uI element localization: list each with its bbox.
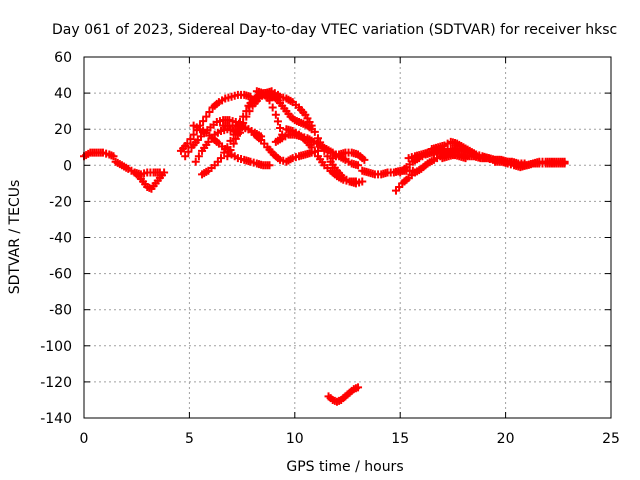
series-arc-17 (324, 383, 363, 406)
y-tick-label: -20 (49, 194, 72, 210)
data-point (313, 134, 322, 143)
data-point (229, 139, 238, 148)
series-arc-14 (276, 92, 367, 188)
data-point (307, 143, 316, 152)
data-point (242, 112, 251, 121)
data-point (199, 117, 208, 126)
data-point (184, 147, 193, 156)
data-point (235, 125, 244, 134)
data-point (310, 127, 319, 136)
data-point (271, 110, 280, 119)
data-point (276, 123, 285, 132)
y-tick-label: -140 (40, 411, 72, 427)
data-point (233, 130, 242, 139)
grid-lines (84, 57, 611, 418)
data-point (560, 157, 569, 166)
data-point (268, 103, 277, 112)
data-point (320, 146, 329, 155)
y-tick-label: 60 (54, 50, 72, 66)
plot-frame (83, 56, 612, 419)
data-point (109, 152, 118, 161)
data-point (245, 107, 254, 116)
data-point (217, 154, 226, 163)
data-point (318, 142, 327, 151)
y-tick-label: -60 (49, 267, 72, 283)
series-arc-15 (282, 125, 360, 186)
data-point (226, 145, 235, 154)
y-tick-label: 40 (54, 86, 72, 102)
x-tick-label: 10 (286, 431, 304, 447)
x-tick-label: 25 (602, 431, 620, 447)
series-arc-01 (80, 148, 118, 161)
series-arc-04 (176, 90, 255, 155)
y-tick-label: -40 (49, 231, 72, 247)
series-arc-16 (328, 148, 369, 164)
series-arc-12 (252, 87, 287, 139)
y-tick-label: -100 (40, 339, 72, 355)
data-point (239, 118, 248, 127)
data-point (265, 96, 274, 105)
data-point (186, 135, 195, 144)
series-arc-09 (219, 121, 322, 166)
data-point (205, 108, 214, 117)
series-arc-25 (491, 157, 569, 172)
x-tick-label: 15 (391, 431, 409, 447)
data-point (202, 112, 211, 121)
data-point (265, 161, 274, 170)
x-axis-label: GPS time / hours (286, 459, 403, 475)
data-point (273, 117, 282, 126)
data-point (310, 147, 319, 156)
data-point (160, 168, 169, 177)
data-point (194, 152, 203, 161)
data-point (354, 383, 363, 392)
series-arc-07 (189, 121, 274, 170)
y-tick-label: 0 (63, 158, 72, 174)
data-point (360, 155, 369, 164)
axis-ticks: 0 5 10 15 20 25 60 40 20 0 -20 -40 -60 -80 -100 -120 -14… (40, 50, 620, 447)
data-point (191, 157, 200, 166)
series-arc-03 (130, 168, 169, 193)
x-tick-label: 0 (80, 431, 89, 447)
chart-title: Day 061 of 2023, Sidereal Day-to-day VTE… (52, 22, 617, 38)
data-point (354, 161, 363, 170)
y-tick-label: 20 (54, 122, 72, 138)
data-point (189, 130, 198, 139)
y-axis-label: SDTVAR / TECUs (7, 180, 23, 295)
data-point (183, 139, 192, 148)
x-tick-label: 5 (185, 431, 194, 447)
data-point (323, 152, 332, 161)
x-tick-label: 20 (497, 431, 515, 447)
data-point (316, 138, 325, 147)
data-point (231, 134, 240, 143)
data-point (223, 152, 232, 161)
y-tick-label: -120 (40, 375, 72, 391)
y-tick-label: -80 (49, 303, 72, 319)
data-point (307, 121, 316, 130)
data-series (80, 87, 569, 406)
data-point (181, 152, 190, 161)
data-point (351, 177, 360, 186)
